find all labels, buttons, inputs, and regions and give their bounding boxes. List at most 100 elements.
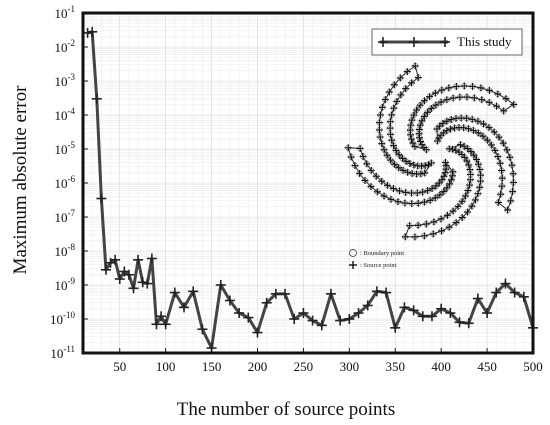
data-point (224, 295, 235, 306)
source-point-label: : Source point (360, 262, 397, 269)
source-point (443, 96, 451, 104)
data-point (417, 311, 428, 322)
source-point (388, 111, 396, 119)
source-point (407, 121, 415, 129)
data-point (179, 302, 190, 313)
data-point (100, 264, 111, 275)
source-point (497, 190, 505, 198)
data-point (110, 254, 121, 265)
data-point (156, 311, 167, 322)
source-point (429, 230, 437, 238)
x-tick-label: 300 (340, 359, 360, 374)
source-point (467, 148, 475, 156)
source-point (378, 177, 386, 185)
source-point (359, 152, 367, 160)
source-point (448, 172, 456, 180)
source-point (420, 97, 428, 105)
source-point (456, 141, 464, 149)
source-point (458, 214, 466, 222)
source-point (485, 124, 493, 132)
data-point (381, 287, 392, 298)
data-point (133, 254, 144, 265)
source-point (476, 165, 484, 173)
legend: This study (371, 28, 523, 56)
source-point (381, 96, 389, 104)
data-point (114, 274, 125, 285)
source-point (376, 111, 384, 119)
source-point (388, 136, 396, 144)
source-point (376, 133, 384, 141)
x-tick-label: 500 (523, 359, 543, 374)
source-point (408, 116, 416, 124)
source-point (356, 144, 364, 152)
source-point (493, 102, 501, 110)
data-point (408, 305, 419, 316)
source-point (427, 159, 435, 167)
source-point (495, 133, 503, 141)
data-point (252, 327, 263, 338)
x-axis-title: The number of source points (177, 399, 395, 420)
inset-arm (344, 144, 457, 208)
source-point (420, 232, 428, 240)
inset-gear-diagram (344, 62, 518, 241)
source-point (401, 199, 409, 207)
source-point (344, 144, 352, 152)
source-point (432, 101, 440, 109)
data-point (316, 320, 327, 331)
source-point (419, 188, 427, 196)
y-tick-label: 10-3 (55, 72, 76, 89)
source-point (504, 206, 512, 214)
source-point (502, 95, 510, 103)
x-tick-label: 400 (431, 359, 451, 374)
source-point (466, 181, 474, 189)
source-point (456, 93, 464, 101)
y-tick-label: 10-11 (50, 344, 75, 361)
source-point (396, 74, 404, 82)
series-this-study (82, 26, 538, 354)
source-point (372, 172, 380, 180)
source-point (386, 124, 394, 132)
source-point (485, 98, 493, 106)
source-point (433, 137, 441, 145)
data-point (289, 314, 300, 324)
source-point (367, 183, 375, 191)
data-point (123, 269, 134, 280)
source-point (387, 195, 395, 203)
source-point (390, 81, 398, 89)
data-point (436, 303, 447, 314)
source-point (454, 202, 462, 210)
source-point (420, 112, 428, 120)
source-point (449, 145, 457, 153)
source-point (452, 219, 460, 227)
legend-marker (378, 37, 450, 47)
data-point (353, 308, 364, 319)
source-point (452, 146, 460, 154)
source-point (461, 192, 469, 200)
source-point (383, 151, 391, 159)
source-point (390, 104, 398, 112)
data-point (454, 317, 465, 328)
source-point (483, 136, 491, 144)
source-point (422, 220, 430, 228)
source-point (397, 91, 405, 99)
source-point (428, 185, 436, 193)
source-point (477, 177, 485, 185)
source-point (449, 207, 457, 215)
data-point (261, 297, 272, 308)
data-point (96, 193, 107, 204)
source-point (416, 101, 424, 109)
data-point (243, 312, 254, 323)
source-point (471, 196, 479, 204)
source-point (509, 179, 517, 187)
source-point (393, 97, 401, 105)
data-point (335, 315, 346, 326)
data-point (463, 318, 474, 329)
source-point (499, 139, 507, 147)
x-tick-label: 350 (385, 359, 405, 374)
source-point (496, 159, 504, 167)
source-point (458, 197, 466, 205)
data-point (188, 286, 199, 297)
data-point (151, 319, 162, 330)
source-point (498, 167, 506, 175)
source-point (446, 180, 454, 188)
